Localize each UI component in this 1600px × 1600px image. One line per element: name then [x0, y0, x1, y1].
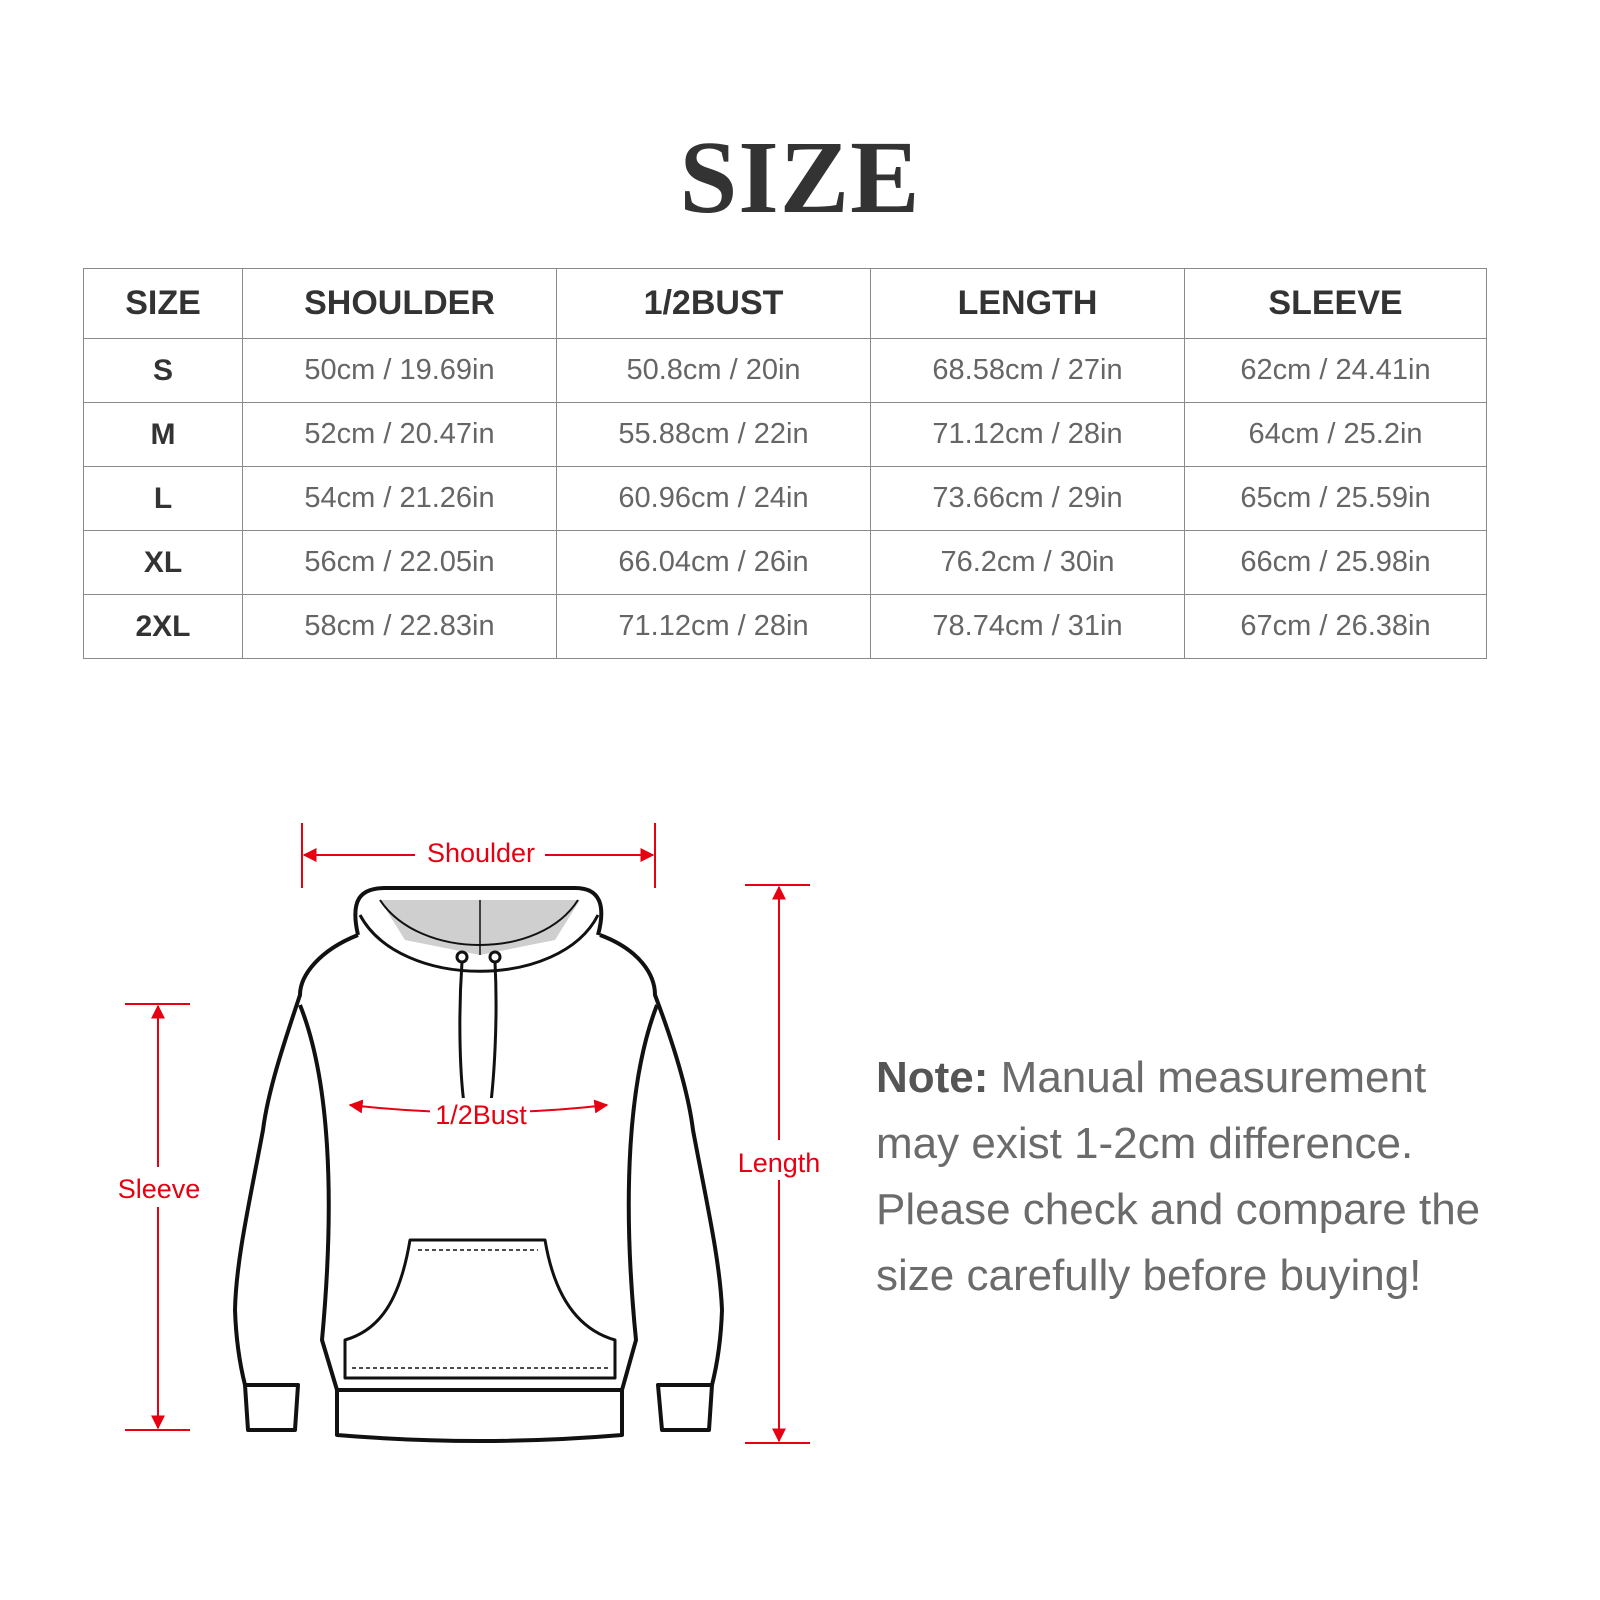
measurement-cell: 67cm / 26.38in [1184, 594, 1487, 659]
note-label: Note: [876, 1053, 989, 1102]
measurement-cell: 66.04cm / 26in [556, 530, 871, 595]
measurement-cell: 58cm / 22.83in [242, 594, 557, 659]
measurement-cell: 56cm / 22.05in [242, 530, 557, 595]
measurement-cell: 71.12cm / 28in [556, 594, 871, 659]
measurement-cell: 54cm / 21.26in [242, 466, 557, 531]
measurement-cell: 50cm / 19.69in [242, 338, 557, 403]
size-cell: S [83, 338, 243, 403]
note-text: Manual measurement may exist 1-2cm diffe… [876, 1053, 1481, 1300]
table-header-row: SIZE SHOULDER 1/2BUST LENGTH SLEEVE [83, 268, 1487, 339]
measurement-cell: 55.88cm / 22in [556, 402, 871, 467]
column-header: 1/2BUST [556, 268, 871, 339]
table-row: L 54cm / 21.26in 60.96cm / 24in 73.66cm / 2… [83, 466, 1487, 531]
size-table: SIZE SHOULDER 1/2BUST LENGTH SLEEVE S 50c… [83, 268, 1487, 659]
measurement-cell: 73.66cm / 29in [870, 466, 1185, 531]
measurement-cell: 64cm / 25.2in [1184, 402, 1487, 467]
measurement-cell: 78.74cm / 31in [870, 594, 1185, 659]
measurement-cell: 66cm / 25.98in [1184, 530, 1487, 595]
column-header: SIZE [83, 268, 243, 339]
column-header: SHOULDER [242, 268, 557, 339]
measurement-cell: 60.96cm / 24in [556, 466, 871, 531]
measurement-cell: 71.12cm / 28in [870, 402, 1185, 467]
hoodie-illustration [233, 886, 724, 1443]
sleeve-label: Sleeve [118, 1174, 201, 1204]
bust-label: 1/2Bust [435, 1100, 527, 1130]
size-cell: L [83, 466, 243, 531]
column-header: LENGTH [870, 268, 1185, 339]
length-label: Length [738, 1148, 821, 1178]
size-cell: 2XL [83, 594, 243, 659]
measurement-cell: 76.2cm / 30in [870, 530, 1185, 595]
column-header: SLEEVE [1184, 268, 1487, 339]
table-row: XL 56cm / 22.05in 66.04cm / 26in 76.2cm / 3… [83, 530, 1487, 595]
hoodie-measurement-diagram: Shoulder Length Sleeve 1/2Bust [112, 823, 825, 1444]
table-row: S 50cm / 19.69in 50.8cm / 20in 68.58cm / 27… [83, 338, 1487, 403]
page-title: SIZE [679, 120, 921, 235]
measurement-cell: 50.8cm / 20in [556, 338, 871, 403]
table-row: 2XL 58cm / 22.83in 71.12cm / 28in 78.74cm /… [83, 594, 1487, 659]
table-row: M 52cm / 20.47in 55.88cm / 22in 71.12cm / 2… [83, 402, 1487, 467]
size-cell: XL [83, 530, 243, 595]
measurement-cell: 52cm / 20.47in [242, 402, 557, 467]
measurement-cell: 65cm / 25.59in [1184, 466, 1487, 531]
measurement-note: Note: Manual measurement may exist 1-2cm… [876, 1045, 1516, 1309]
measurement-cell: 62cm / 24.41in [1184, 338, 1487, 403]
shoulder-label: Shoulder [427, 838, 535, 868]
measurement-cell: 68.58cm / 27in [870, 338, 1185, 403]
size-cell: M [83, 402, 243, 467]
